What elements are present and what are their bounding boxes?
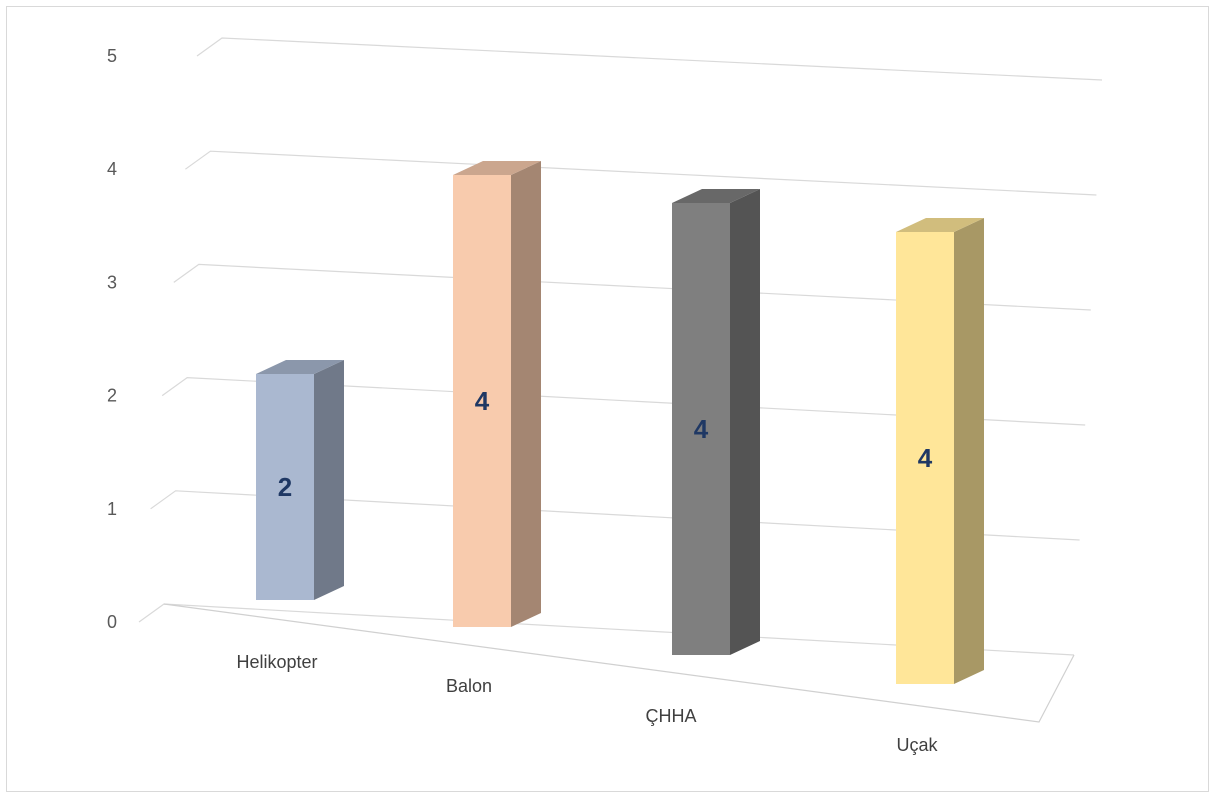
gridline	[161, 376, 1086, 426]
bar	[672, 203, 730, 655]
y-tick-label: 4	[107, 159, 117, 179]
y-tick-label: 1	[107, 499, 117, 519]
data-label: 4	[918, 443, 933, 473]
y-axis-ticks: 0 1 2 3 4 5	[107, 46, 117, 632]
x-category-label: Helikopter	[236, 652, 317, 672]
gridline	[173, 263, 1091, 311]
data-label: 4	[475, 386, 490, 416]
bar-top	[896, 218, 984, 232]
bar-chart: 0 1 2 3 4 5 2 4 4 4 Helikopter Balon ÇHHA Uçak	[107, 37, 1103, 755]
bar-side	[511, 161, 541, 627]
bar-side	[730, 189, 760, 655]
bar-side	[954, 218, 984, 684]
gridlines	[138, 37, 1103, 656]
gridline	[185, 150, 1097, 196]
gridline	[150, 490, 1080, 541]
data-label: 2	[278, 472, 292, 502]
y-tick-label: 0	[107, 612, 117, 632]
bar-side	[314, 360, 344, 600]
x-category-label: ÇHHA	[645, 706, 696, 726]
y-tick-label: 3	[107, 272, 117, 292]
x-axis-labels: Helikopter Balon ÇHHA Uçak	[236, 652, 938, 755]
gridline	[196, 37, 1103, 81]
y-tick-label: 5	[107, 46, 117, 66]
bar-top	[256, 360, 344, 374]
bar	[453, 175, 511, 627]
data-label: 4	[694, 414, 709, 444]
x-category-label: Balon	[446, 676, 492, 696]
bar-top	[672, 189, 760, 203]
floor-edge	[163, 603, 1075, 723]
bar-top	[453, 161, 541, 175]
y-tick-label: 2	[107, 386, 117, 406]
chart-frame: 0 1 2 3 4 5 2 4 4 4 Helikopter Balon ÇHHA Uçak	[6, 6, 1209, 792]
chart-floor	[163, 603, 1075, 723]
x-category-label: Uçak	[896, 735, 938, 755]
bar	[896, 232, 954, 684]
bars: 2 4 4 4	[256, 161, 984, 684]
bar	[256, 374, 314, 600]
